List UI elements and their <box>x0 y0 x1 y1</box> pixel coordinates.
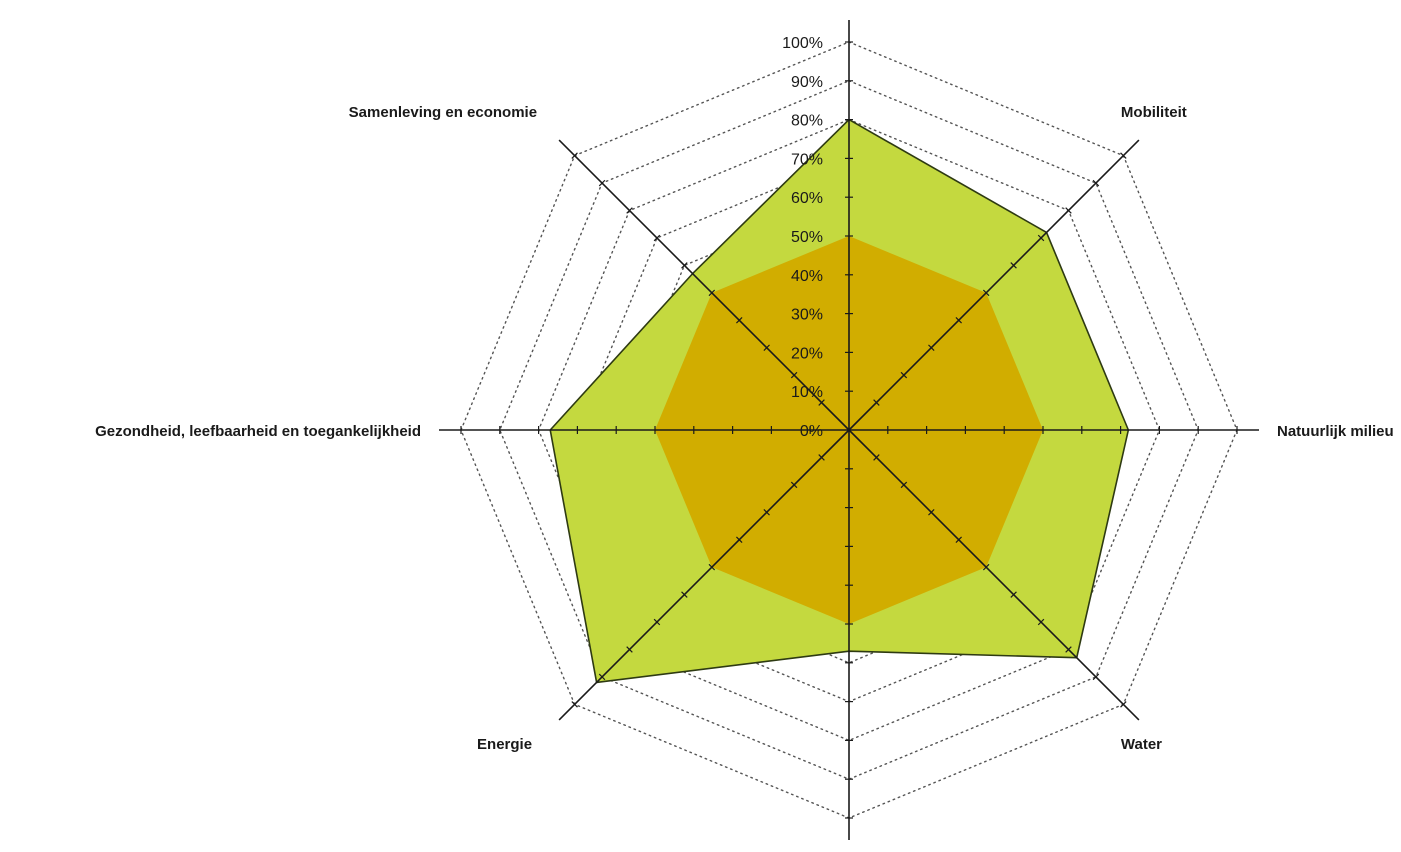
axis-label: Water <box>1121 736 1162 753</box>
axis-tick <box>873 399 880 406</box>
axis-label: Gezondheid, leefbaarheid en toegankelijk… <box>95 423 421 440</box>
tick-label: 70% <box>791 151 823 168</box>
tick-label: 90% <box>791 74 823 91</box>
radial-tick-labels: 0% 10% 20% 30% 40% 50% 60% 70% 80% 90% 100% <box>782 35 823 440</box>
axis-label: Energie <box>477 736 532 753</box>
radar-axes <box>439 20 1259 840</box>
tick-label: 0% <box>800 423 823 440</box>
axis-tick <box>1037 618 1045 626</box>
axis-tick <box>900 481 908 489</box>
axis-tick <box>653 234 661 242</box>
axis-tick <box>1065 207 1072 214</box>
axis-tick <box>571 152 578 159</box>
tick-label: 20% <box>791 345 823 362</box>
axis-tick <box>708 289 716 297</box>
axis-tick <box>982 289 990 297</box>
axis-spoke <box>558 429 850 721</box>
axis-tick <box>928 344 935 351</box>
axis-tick <box>1010 591 1017 598</box>
axis-tick <box>818 454 825 461</box>
axis-tick <box>955 317 962 324</box>
axis-tick <box>790 481 798 489</box>
axis-tick <box>1092 673 1100 681</box>
axis-tick <box>900 371 908 379</box>
axis-tick <box>598 179 606 187</box>
tick-label: 40% <box>791 268 823 285</box>
axis-tick <box>653 618 661 626</box>
axis-tick <box>982 563 990 571</box>
axis-tick <box>873 454 880 461</box>
axis-tick <box>955 536 962 543</box>
axis-tick <box>763 509 770 516</box>
axis-tick <box>763 344 770 351</box>
axis-label: Natuurlijk milieu <box>1277 423 1394 440</box>
axis-tick <box>598 673 606 681</box>
axis-tick <box>736 536 743 543</box>
tick-label: 60% <box>791 190 823 207</box>
axis-tick <box>928 509 935 516</box>
tick-label: 10% <box>791 384 823 401</box>
axis-tick <box>1065 646 1072 653</box>
axis-tick <box>790 371 798 379</box>
axis-tick <box>1120 152 1127 159</box>
axis-tick <box>736 317 743 324</box>
axis-tick <box>626 207 633 214</box>
tick-label: 100% <box>782 35 823 52</box>
tick-label: 80% <box>791 113 823 130</box>
axis-label: Mobiliteit <box>1121 104 1187 121</box>
axis-label: Samenleving en economie <box>349 104 537 121</box>
axis-tick <box>626 646 633 653</box>
axis-tick <box>681 591 688 598</box>
axis-tick <box>1010 262 1017 269</box>
axis-labels: InplantingMobiliteitNatuurlijk milieuWat… <box>95 104 1394 753</box>
axis-tick <box>1037 234 1045 242</box>
axis-tick <box>1092 179 1100 187</box>
tick-label: 30% <box>791 307 823 324</box>
tick-label: 50% <box>791 229 823 246</box>
grid-ring <box>537 118 1161 742</box>
radar-series <box>549 118 1130 684</box>
axis-spoke <box>848 429 1140 721</box>
axis-spoke <box>558 139 850 431</box>
axis-tick <box>681 262 688 269</box>
axis-spoke <box>848 139 1140 431</box>
axis-tick <box>1120 701 1127 708</box>
axis-tick <box>571 701 578 708</box>
axis-tick <box>708 563 716 571</box>
axis-tick <box>818 399 825 406</box>
